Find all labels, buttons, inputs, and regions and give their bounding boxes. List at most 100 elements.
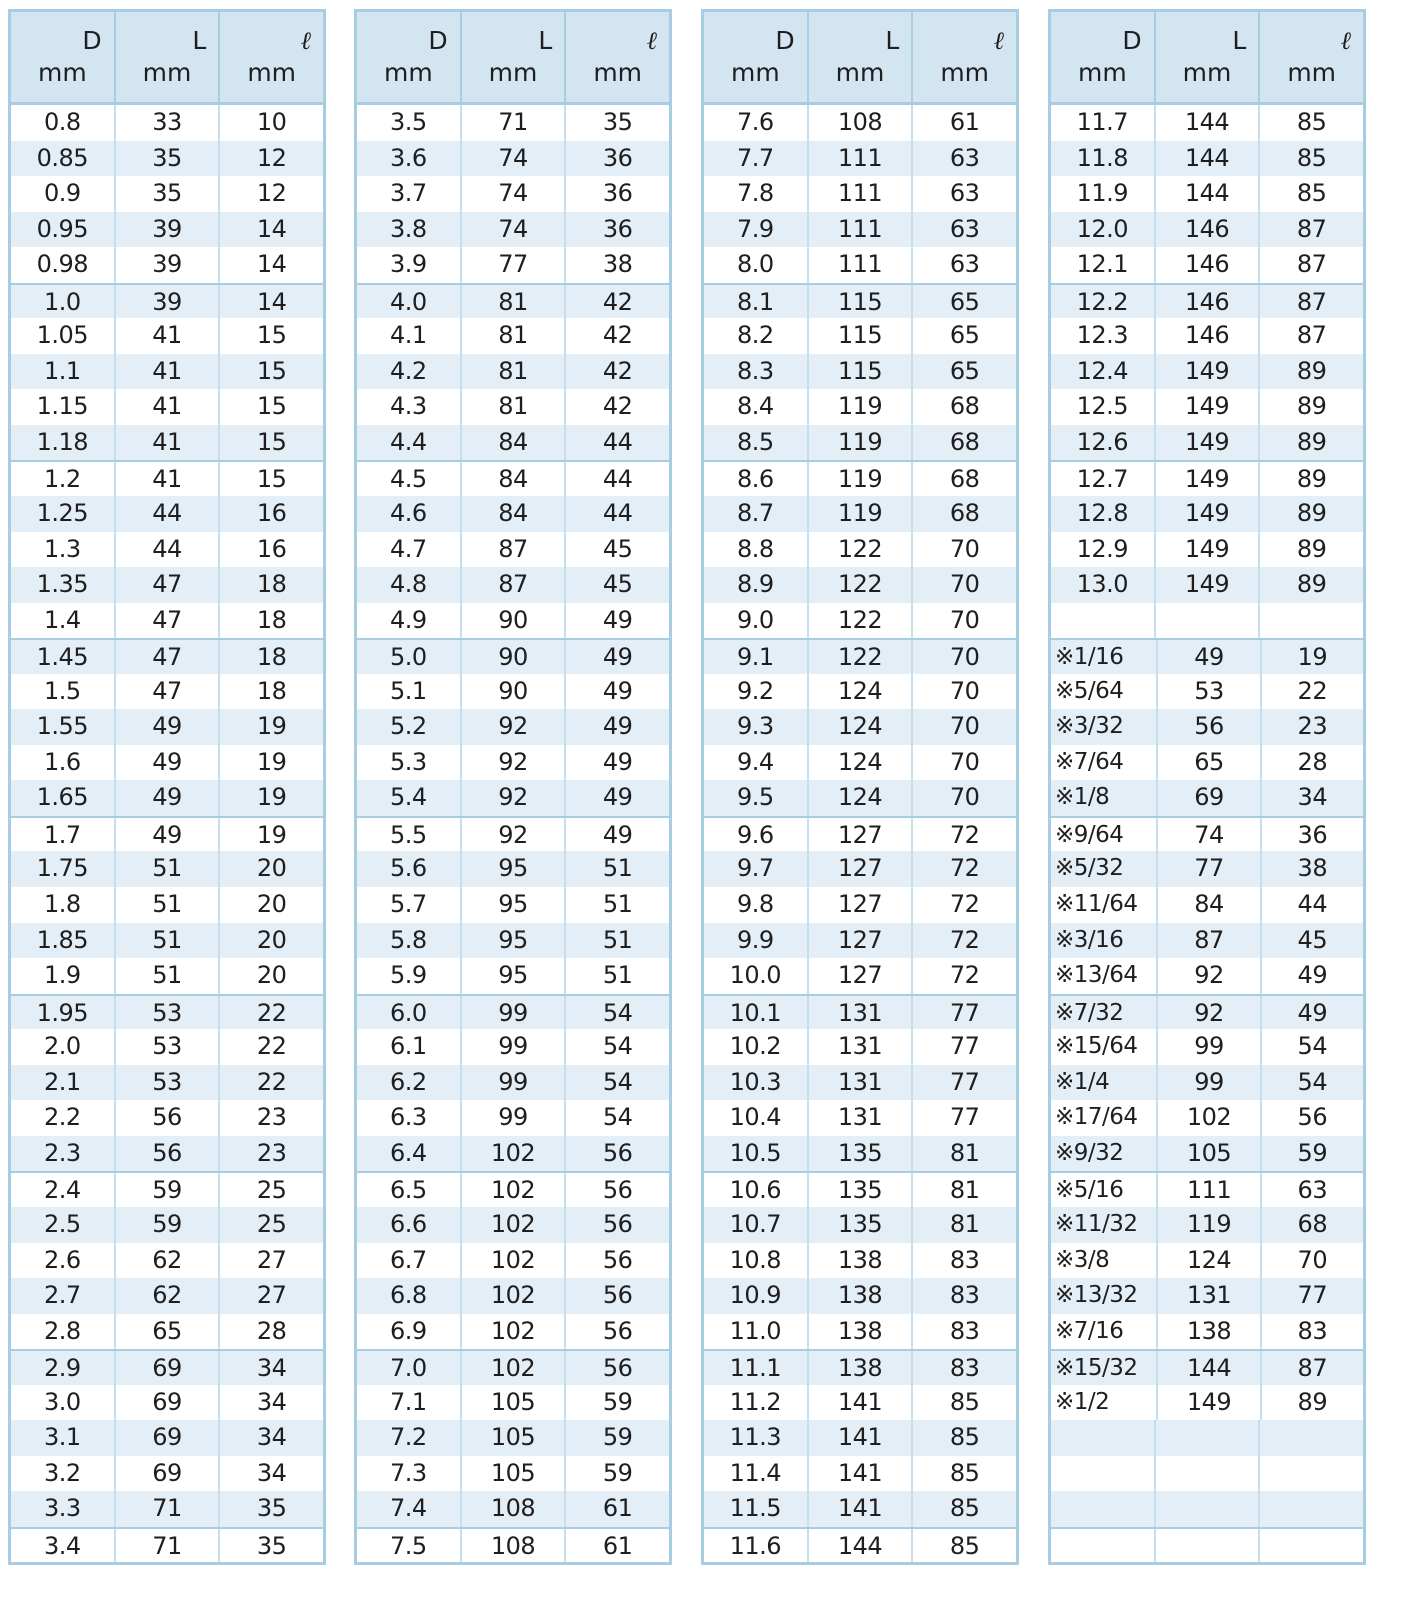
table-row: 2.5 59 25	[11, 1206, 323, 1243]
flute-length-cell: 54	[1297, 1032, 1328, 1061]
diameter-cell: 9.8	[704, 887, 809, 923]
length-cell: 144	[1156, 105, 1261, 141]
length-cell: 122	[809, 640, 914, 674]
length-cell: 92	[462, 709, 567, 745]
flute-length-cell: 63	[949, 143, 980, 172]
table-row: 4.8 87 45	[357, 567, 669, 603]
flute-length-cell: 65	[949, 287, 980, 316]
length-cell: 111	[809, 247, 914, 283]
flute-length-cell: 87	[1296, 287, 1327, 316]
length-cell: 51	[116, 851, 221, 888]
table-row: 10.3 131 77	[704, 1064, 1016, 1101]
diameter-cell: 1.2	[11, 462, 116, 497]
flute-length-cell: 34	[256, 1387, 287, 1416]
flute-length-cell: 61	[949, 108, 980, 136]
flute-length-cell: 68	[949, 392, 980, 421]
table-row: 9.9 127 72	[704, 922, 1016, 959]
flute-length-cell: 15	[256, 427, 287, 456]
flute-length-cell: 34	[256, 1458, 287, 1487]
diameter-cell: 8.6	[704, 462, 809, 497]
length-cell: 49	[116, 744, 221, 781]
table-row: 7.0 102 56	[357, 1349, 669, 1385]
table-row: 12.8 149 89	[1051, 496, 1363, 532]
table-row: 10.8 138 83	[704, 1242, 1016, 1279]
length-cell: 115	[809, 284, 914, 319]
flute-length-cell: 38	[1297, 854, 1328, 883]
flute-length-cell: 83	[949, 1245, 980, 1274]
table-row: 9.7 127 72	[704, 851, 1016, 888]
flute-length-cell: 54	[602, 998, 633, 1027]
diameter-cell: 0.8	[11, 105, 116, 141]
diameter-cell: 1.55	[11, 709, 116, 745]
length-cell: 99	[1158, 1029, 1262, 1065]
diameter-cell: 1.25	[11, 496, 116, 532]
length-cell: 141	[809, 1491, 914, 1527]
diameter-cell: ※3/8	[1051, 1242, 1159, 1279]
table-row: 11.6 144 85	[704, 1526, 1016, 1563]
table-row: 7.2 105 59	[357, 1420, 669, 1456]
flute-length-cell: 83	[1297, 1316, 1328, 1345]
diameter-cell: 4.3	[357, 389, 462, 425]
diameter-cell: 7.1	[357, 1384, 462, 1421]
flute-length-cell: 89	[1296, 392, 1327, 421]
flute-length-cell: 70	[949, 570, 980, 599]
flute-length-cell: 25	[256, 1176, 287, 1205]
table-row: 11.2 141 85	[704, 1384, 1016, 1421]
length-cell: 81	[462, 353, 567, 390]
length-cell: 105	[462, 1455, 567, 1492]
length-cell: 87	[462, 531, 567, 568]
length-cell: 102	[1158, 1100, 1262, 1136]
diameter-cell: 4.6	[357, 496, 462, 532]
flute-length-cell	[1260, 603, 1363, 639]
table-row: 1.9 51 20	[11, 958, 323, 994]
flute-length-cell: 85	[949, 1531, 980, 1560]
length-cell: 105	[462, 1420, 567, 1456]
flute-length-cell: 56	[602, 1316, 633, 1345]
length-cell: 135	[809, 1206, 914, 1243]
flute-length-cell: 19	[256, 712, 287, 741]
diameter-cell: 10.6	[704, 1173, 809, 1207]
flute-length-cell: 18	[256, 643, 287, 672]
length-cell: 131	[809, 1029, 914, 1065]
table-row: 5.8 95 51	[357, 922, 669, 959]
length-cell: 74	[462, 176, 567, 212]
flute-length-cell	[1260, 1491, 1363, 1527]
table-row: 0.85 35 12	[11, 140, 323, 177]
flute-length-cell: 56	[602, 1138, 633, 1167]
flute-length-cell: 77	[1297, 1281, 1328, 1310]
table-row: 0.9 35 12	[11, 176, 323, 212]
diameter-cell: 3.5	[357, 105, 462, 141]
flute-length-cell: 15	[256, 392, 287, 421]
table-row: 1.8 51 20	[11, 887, 323, 923]
table-row: 7.5 108 61	[357, 1526, 669, 1563]
column-unit: mm	[730, 58, 780, 87]
table-row: 10.2 131 77	[704, 1029, 1016, 1065]
length-cell: 84	[1158, 887, 1262, 923]
length-cell: 138	[809, 1351, 914, 1385]
table-row	[1051, 1526, 1363, 1563]
length-cell: 105	[462, 1384, 567, 1421]
length-cell: 149	[1156, 389, 1261, 425]
flute-length-cell: 89	[1296, 570, 1327, 599]
length-cell: 51	[116, 887, 221, 923]
length-cell: 41	[116, 462, 221, 497]
table-row: 4.1 81 42	[357, 318, 669, 354]
length-cell	[1156, 1491, 1261, 1527]
length-cell: 41	[116, 389, 221, 425]
flute-length-cell: 34	[256, 1354, 287, 1383]
table-row: 5.9 95 51	[357, 958, 669, 994]
flute-length-cell: 42	[602, 287, 633, 316]
table-row: 10.1 131 77	[704, 993, 1016, 1030]
flute-length-cell: 51	[602, 961, 633, 990]
diameter-cell: 9.4	[704, 744, 809, 781]
table-row: ※11/32 119 68	[1051, 1206, 1363, 1243]
diameter-cell: 1.7	[11, 817, 116, 852]
flute-length-cell: 89	[1296, 499, 1327, 528]
flute-length-cell: 45	[602, 570, 633, 599]
